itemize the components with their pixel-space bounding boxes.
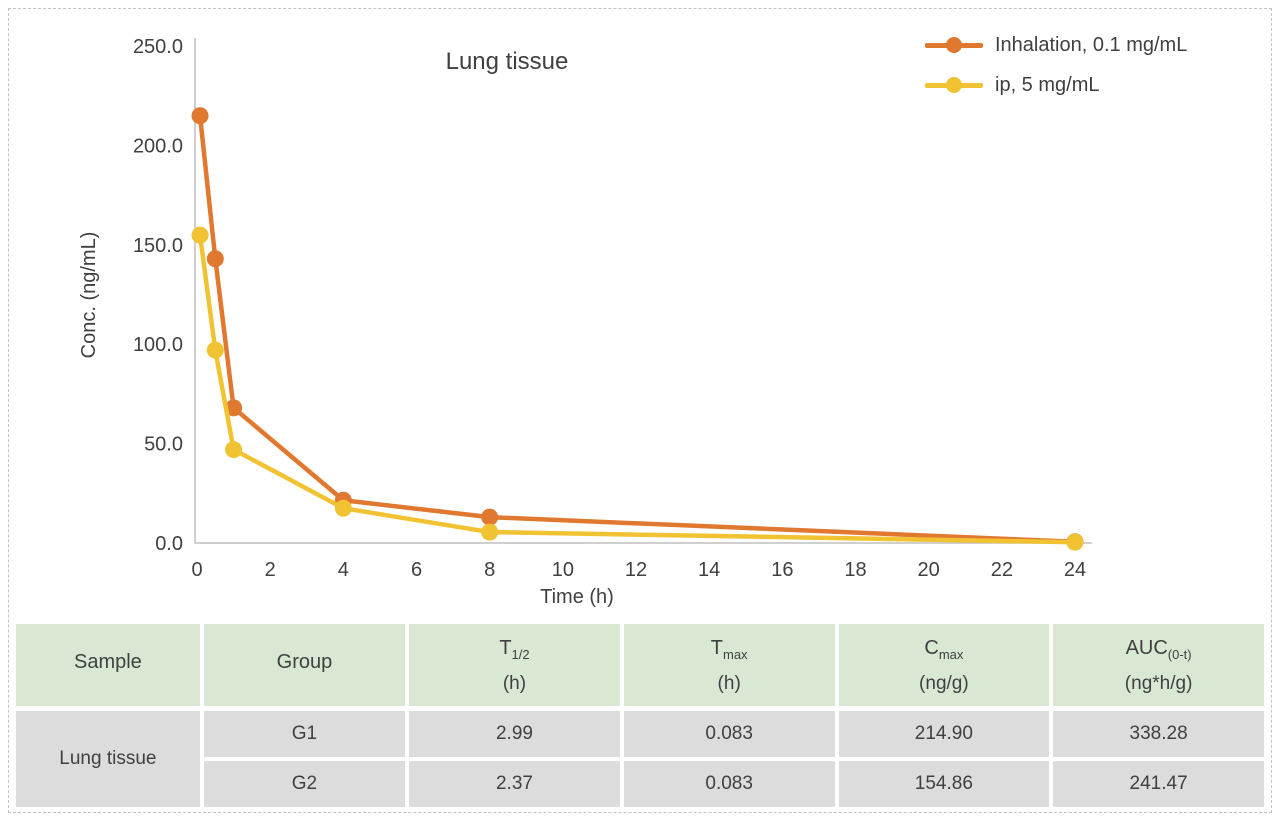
x-tick-label: 2: [265, 559, 276, 581]
cell-group: G2: [201, 759, 408, 809]
header-c-max: Cmax (ng/g): [836, 622, 1052, 709]
x-tick-label: 4: [338, 559, 349, 581]
cell-c-max: 214.90: [836, 709, 1052, 759]
series-1-point: [1066, 533, 1084, 551]
header-unit: (ng*h/g): [1124, 672, 1193, 694]
pk-line-chart: 0.0 50.0 100.0 150.0 200.0 250.0 0 2 4 6 8 10 12 14 16…: [78, 34, 1187, 609]
cell-t-half: 2.37: [407, 759, 622, 809]
chart-legend: Inhalation, 0.1 mg/mL ip, 5 mg/mL: [925, 34, 1187, 114]
x-tick-label: 0: [191, 559, 202, 581]
series-1-line: [197, 234, 1076, 545]
cell-t-max: 0.083: [621, 759, 837, 809]
table-row-g1: Lung tissue G1 2.99 0.083 214.90 338.28: [14, 709, 1266, 809]
x-tick-label: 16: [771, 559, 793, 581]
legend-item-ip: ip, 5 mg/mL: [925, 74, 1187, 96]
x-axis-title: Time (h): [540, 586, 614, 608]
header-label: T: [710, 636, 723, 659]
header-group: Group: [201, 622, 408, 709]
y-tick-label: 250.0: [133, 36, 183, 58]
header-label: C: [924, 636, 939, 659]
x-tick-label: 18: [844, 559, 866, 581]
legend-label-ip: ip, 5 mg/mL: [995, 73, 1100, 96]
cell-c-max: 154.86: [836, 759, 1052, 809]
x-tick-label: 8: [484, 559, 495, 581]
x-tick-label: 12: [625, 559, 647, 581]
series-1-point: [481, 523, 499, 541]
y-tick-label: 150.0: [133, 235, 183, 257]
x-tick-label: 14: [698, 559, 720, 581]
series-0-point: [481, 508, 499, 526]
header-t-half: T1/2 (h): [407, 622, 622, 709]
header-unit: (ng/g): [919, 672, 969, 694]
legend-label-inhalation: Inhalation, 0.1 mg/mL: [995, 33, 1188, 56]
series-0-point: [191, 107, 209, 125]
x-tick-label: 20: [918, 559, 940, 581]
cell-t-max: 0.083: [621, 709, 837, 759]
y-tick-label: 100.0: [133, 334, 183, 356]
pk-parameters-table-wrap: Sample Group T1/2 (h) Tmax (h) Cmax: [14, 622, 1266, 809]
x-tick-label: 10: [552, 559, 574, 581]
series-1-point: [206, 341, 224, 359]
sample-cell: Lung tissue: [14, 709, 202, 809]
series-0-point: [206, 250, 224, 268]
table-header-row: Sample Group T1/2 (h) Tmax (h) Cmax: [14, 622, 1266, 709]
header-sample: Sample: [14, 622, 202, 709]
series-0-point: [225, 399, 243, 417]
legend-item-inhalation: Inhalation, 0.1 mg/mL: [925, 34, 1187, 56]
header-unit: (h): [717, 672, 741, 694]
header-unit: (h): [502, 672, 527, 694]
x-tick-label: 22: [991, 559, 1013, 581]
cell-group: G1: [201, 709, 408, 759]
y-tick-label: 50.0: [144, 434, 183, 456]
series-1-point: [334, 499, 352, 517]
header-label: T: [499, 636, 512, 659]
legend-line-dot-icon: [925, 36, 983, 54]
y-tick-label: 200.0: [133, 135, 183, 157]
series-1-point: [225, 441, 243, 459]
legend-line-dot-icon: [925, 76, 983, 94]
chart-title: Lung tissue: [445, 48, 569, 75]
cell-auc: 241.47: [1051, 759, 1266, 809]
y-tick-label: 0.0: [155, 533, 183, 555]
series-0-line: [197, 115, 1076, 545]
cell-t-half: 2.99: [407, 709, 622, 759]
y-axis-title: Conc. (ng/mL): [78, 231, 100, 359]
header-label: AUC: [1125, 636, 1168, 659]
x-tick-label: 6: [411, 559, 422, 581]
cell-auc: 338.28: [1051, 709, 1266, 759]
header-auc: AUC(0-t) (ng*h/g): [1051, 622, 1266, 709]
header-t-max: Tmax (h): [621, 622, 837, 709]
series-1-point: [191, 226, 209, 244]
pk-parameters-table: Sample Group T1/2 (h) Tmax (h) Cmax: [14, 622, 1266, 809]
x-tick-label: 24: [1064, 559, 1086, 581]
header-label: Group: [276, 650, 333, 673]
header-label: Sample: [73, 650, 142, 673]
table-row-g2: G2 2.37 0.083 154.86 241.47: [14, 759, 1266, 809]
